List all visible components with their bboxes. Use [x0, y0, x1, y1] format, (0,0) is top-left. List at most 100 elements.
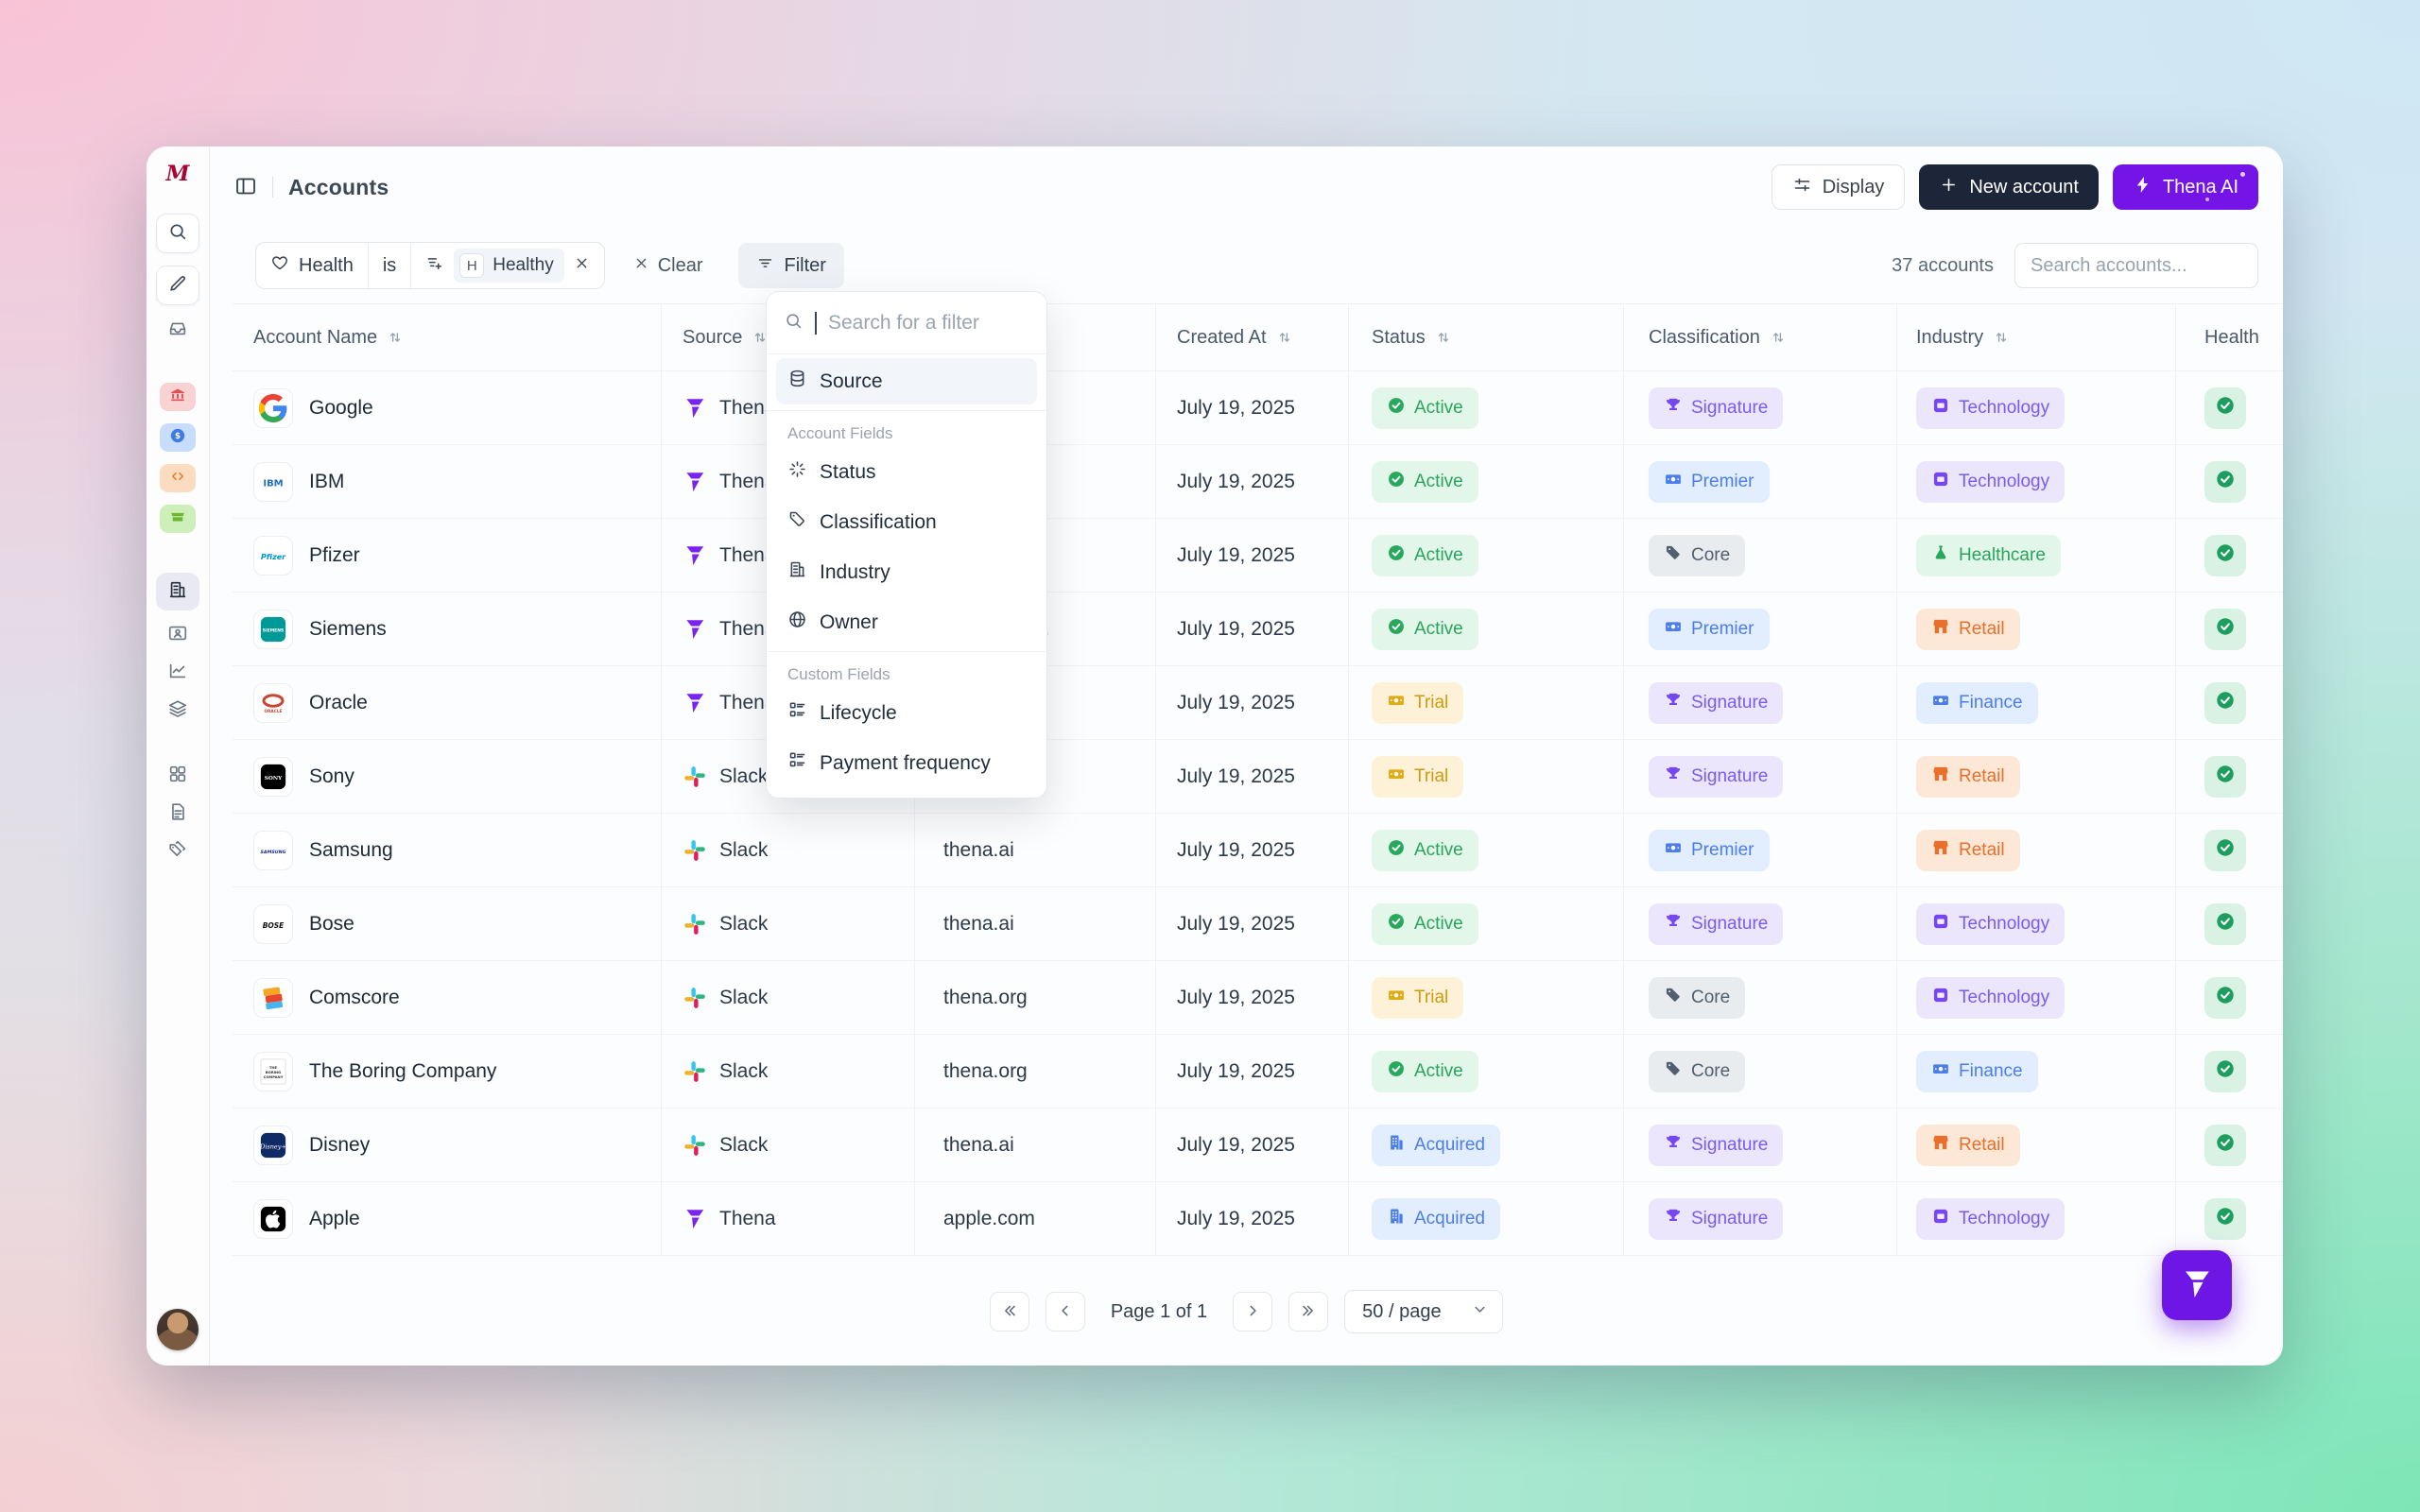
table-row[interactable]: Comscore Slack thena.org July 19, 2025 Trial…: [233, 961, 2283, 1035]
table-row[interactable]: Disney+ Disney Slack thena.ai July 19, 2025 A…: [233, 1108, 2283, 1182]
filter-option-status[interactable]: Status: [776, 449, 1037, 495]
thena-ai-button[interactable]: Thena AI: [2112, 164, 2258, 210]
first-page-button[interactable]: [989, 1292, 1029, 1332]
sidebar-item-tray[interactable]: [160, 505, 196, 533]
next-page-button[interactable]: [1233, 1292, 1273, 1332]
sidebar-item-developer[interactable]: [160, 464, 196, 492]
industry-cell: Retail: [1897, 740, 2176, 814]
thena-widget-button[interactable]: [2162, 1250, 2232, 1320]
industry-label: Technology: [1959, 471, 2050, 491]
table-row[interactable]: Apple Thena apple.com July 19, 2025 Acquired…: [233, 1182, 2283, 1256]
classification-cell: Signature: [1624, 371, 1897, 445]
dollar-icon: $: [169, 427, 186, 449]
filter-option-payment-frequency[interactable]: Payment frequency: [776, 740, 1037, 786]
close-icon: [574, 255, 590, 277]
sidebar-item-apps[interactable]: [167, 764, 188, 789]
sidebar-item-tags[interactable]: [167, 839, 188, 865]
column-header-label: Account Name: [253, 326, 378, 348]
sidebar-item-compose[interactable]: [156, 266, 199, 305]
table-row[interactable]: SONYSonySlackphotogo...July 19, 2025Tria…: [233, 740, 2283, 814]
source-label: Slack: [719, 1133, 769, 1156]
column-header-classification[interactable]: Classification: [1624, 303, 1897, 371]
search-accounts-input[interactable]: [2014, 243, 2258, 288]
sort-icon[interactable]: [1770, 329, 1787, 346]
account-name-cell: Comscore: [233, 961, 662, 1035]
page-size-select[interactable]: 50 / page: [1344, 1290, 1504, 1333]
domain-value: thena.ai: [943, 912, 1014, 935]
badge-check-icon: [1387, 543, 1406, 568]
slack-logo: [683, 1059, 707, 1084]
account-name: Pfizer: [309, 543, 360, 566]
column-header-created-at[interactable]: Created At: [1156, 303, 1349, 371]
created-at-value: July 19, 2025: [1177, 470, 1295, 492]
sidebar-item-billing[interactable]: $: [160, 423, 196, 452]
svg-text:SONY: SONY: [265, 775, 283, 781]
factory-icon: [167, 579, 188, 605]
filter-field-segment[interactable]: Health: [256, 243, 368, 288]
banknote-icon: [1664, 470, 1683, 494]
table-row[interactable]: BOSE Bose Slack thena.ai July 19, 2025 Active…: [233, 887, 2283, 961]
filter-dropdown-search[interactable]: [767, 292, 1046, 354]
column-header-label: Source: [683, 326, 743, 348]
health-badge: [2204, 387, 2246, 429]
sort-icon[interactable]: [1993, 329, 2010, 346]
sidebar-item-layers[interactable]: [167, 698, 188, 724]
pencil-icon: [167, 273, 188, 299]
source-cell: Slack: [662, 814, 915, 887]
heart-icon: [270, 253, 289, 278]
filter-option-owner[interactable]: Owner: [776, 599, 1037, 645]
sidebar-toggle-button[interactable]: [234, 175, 257, 200]
clear-filters-button[interactable]: Clear: [633, 255, 702, 277]
sort-icon[interactable]: [752, 329, 769, 346]
table-row[interactable]: SIEMENSSiemensThenasiemens.c...July 19, …: [233, 593, 2283, 666]
sidebar-item-inbox[interactable]: [167, 318, 188, 343]
bose-logo: BOSE: [253, 903, 293, 944]
sidebar-item-accounts[interactable]: [156, 573, 199, 610]
account-name: Sony: [309, 765, 354, 787]
filter-button[interactable]: Filter: [738, 243, 844, 288]
sidebar-item-analytics[interactable]: [167, 661, 188, 686]
filter-operator-segment[interactable]: is: [367, 243, 410, 288]
industry-badge: Healthcare: [1916, 534, 2061, 576]
bolt-icon: [2133, 175, 2152, 200]
filter-search-input[interactable]: [828, 311, 1029, 335]
user-avatar[interactable]: [157, 1309, 199, 1350]
classification-badge: Core: [1649, 976, 1746, 1019]
previous-page-button[interactable]: [1045, 1292, 1085, 1332]
top-bar: Accounts Display New account Thena AI: [210, 146, 2283, 228]
industry-badge: Technology: [1916, 976, 2066, 1019]
filter-option-classification[interactable]: Classification: [776, 499, 1037, 545]
industry-cell: Technology: [1897, 371, 2176, 445]
table-row[interactable]: THE BORING COMPANY The Boring Company Slack t…: [233, 1035, 2283, 1108]
column-header-status[interactable]: Status: [1349, 303, 1624, 371]
sort-icon[interactable]: [387, 329, 404, 346]
column-header-label: Classification: [1649, 326, 1760, 348]
display-button[interactable]: Display: [1771, 164, 1906, 210]
sidebar-item-documents[interactable]: [167, 801, 188, 827]
sort-icon[interactable]: [1435, 329, 1452, 346]
classification-cell: Core: [1624, 1035, 1897, 1108]
column-header-account-name[interactable]: Account Name: [233, 303, 662, 371]
filter-option-industry[interactable]: Industry: [776, 549, 1037, 595]
filter-option-lifecycle[interactable]: Lifecycle: [776, 690, 1037, 736]
account-name: Comscore: [309, 986, 400, 1008]
grid-icon: [167, 764, 188, 789]
industry-cell: Technology: [1897, 887, 2176, 961]
health-cell: [2176, 887, 2283, 961]
sort-icon[interactable]: [1276, 329, 1293, 346]
filter-option-source[interactable]: Source: [776, 358, 1037, 404]
new-account-button[interactable]: New account: [1919, 164, 2099, 210]
filter-value-segment[interactable]: H Healthy: [410, 243, 603, 288]
sidebar-item-contacts[interactable]: [167, 623, 188, 648]
last-page-button[interactable]: [1288, 1292, 1329, 1332]
remove-filter-button[interactable]: [574, 255, 590, 277]
sidebar-item-search[interactable]: [156, 214, 199, 253]
sidebar-item-bank[interactable]: [160, 383, 196, 411]
column-header-industry[interactable]: Industry: [1897, 303, 2176, 371]
industry-badge: Retail: [1916, 1124, 2020, 1166]
table-row[interactable]: SAMSUNG Samsung Slack thena.ai July 19, 2025…: [233, 814, 2283, 887]
